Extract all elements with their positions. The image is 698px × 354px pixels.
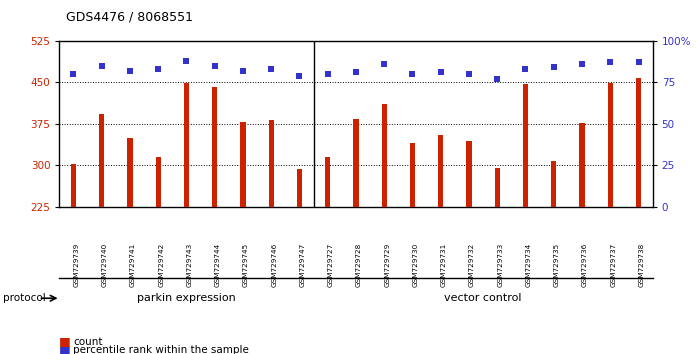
Bar [551,161,556,207]
Point [491,76,503,82]
Text: GSM729729: GSM729729 [384,242,390,287]
Point [209,63,221,69]
Text: GSM729739: GSM729739 [73,242,80,287]
Text: GSM729734: GSM729734 [526,242,531,287]
Point [604,59,616,65]
Text: GSM729730: GSM729730 [413,242,419,287]
Bar [240,122,246,207]
Point [435,69,446,75]
Bar [579,123,584,207]
Point [633,59,644,65]
Bar [353,119,359,207]
Point [237,68,248,74]
Point [124,68,135,74]
Text: GSM729744: GSM729744 [215,242,221,287]
Bar [325,157,330,207]
Point [181,58,192,63]
Point [350,69,362,75]
Point [294,73,305,79]
Point [153,66,164,72]
Text: GSM729731: GSM729731 [440,242,447,287]
Text: GSM729747: GSM729747 [299,242,306,287]
Point [266,66,277,72]
Bar [495,168,500,207]
Bar [438,135,443,207]
Point [407,71,418,77]
Bar [636,78,641,207]
Text: GSM729728: GSM729728 [356,242,362,287]
Bar [99,114,104,207]
Bar [184,83,189,207]
Text: GSM729737: GSM729737 [610,242,616,287]
Point [463,71,475,77]
Text: GSM729745: GSM729745 [243,242,249,287]
Bar [608,83,613,207]
Bar [156,157,161,207]
Point [378,61,389,67]
Bar [297,169,302,207]
Text: GSM729741: GSM729741 [130,242,136,287]
Text: ■: ■ [59,335,71,348]
Point [548,64,559,70]
Text: GSM729746: GSM729746 [272,242,277,287]
Point [520,66,531,72]
Bar [128,138,133,207]
Bar [71,164,76,207]
Point [68,71,79,77]
Bar [269,120,274,207]
Text: GSM729735: GSM729735 [554,242,560,287]
Text: GSM729738: GSM729738 [639,242,644,287]
Text: GSM729743: GSM729743 [186,242,193,287]
Point [96,63,107,69]
Point [577,61,588,67]
Text: ■: ■ [59,344,71,354]
Text: GSM729740: GSM729740 [102,242,107,287]
Bar [410,143,415,207]
Text: vector control: vector control [445,293,522,303]
Point [322,71,334,77]
Text: GDS4476 / 8068551: GDS4476 / 8068551 [66,11,193,24]
Text: GSM729727: GSM729727 [328,242,334,287]
Bar [382,104,387,207]
Text: parkin expression: parkin expression [137,293,236,303]
Text: GSM729742: GSM729742 [158,242,164,287]
Text: GSM729733: GSM729733 [497,242,503,287]
Text: GSM729732: GSM729732 [469,242,475,287]
Bar [212,87,217,207]
Text: count: count [73,337,103,347]
Text: percentile rank within the sample: percentile rank within the sample [73,346,249,354]
Text: protocol: protocol [3,293,46,303]
Text: GSM729736: GSM729736 [582,242,588,287]
Bar [523,84,528,207]
Bar [466,141,472,207]
